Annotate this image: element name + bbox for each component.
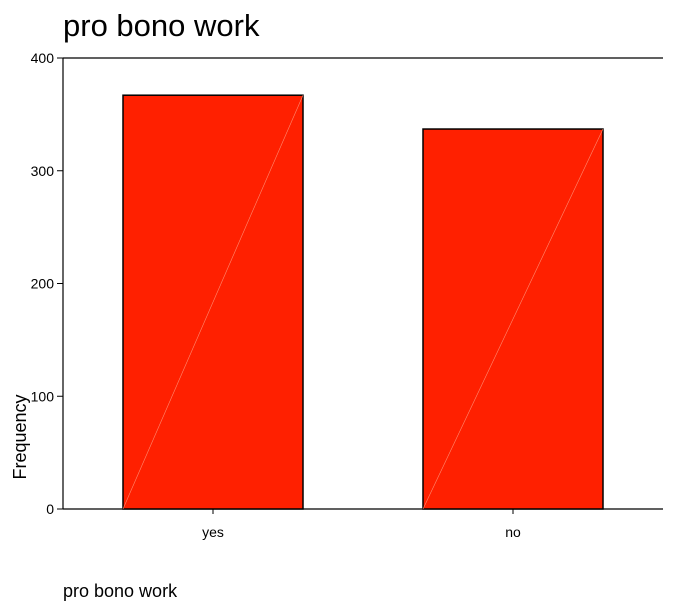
y-tick-label: 400	[31, 50, 55, 66]
bar-shading-line	[122, 95, 304, 510]
y-tick-label: 0	[46, 501, 54, 517]
y-tick-label: 100	[31, 388, 55, 404]
plot-area: 0 100 200 300 400 yes no	[31, 50, 663, 540]
x-axis-label: pro bono work	[63, 581, 178, 601]
y-tick-label: 200	[31, 276, 55, 292]
bars	[122, 94, 604, 510]
x-tick-label: yes	[202, 524, 224, 540]
y-tick-label: 300	[31, 163, 55, 179]
bar-shading-line	[422, 128, 604, 510]
y-axis-ticks: 0 100 200 300 400	[31, 50, 63, 517]
x-tick-label: no	[505, 524, 521, 540]
chart-title: pro bono work	[63, 8, 260, 43]
y-axis-label: Frequency	[10, 394, 30, 479]
x-axis-ticks: yes no	[202, 509, 521, 540]
